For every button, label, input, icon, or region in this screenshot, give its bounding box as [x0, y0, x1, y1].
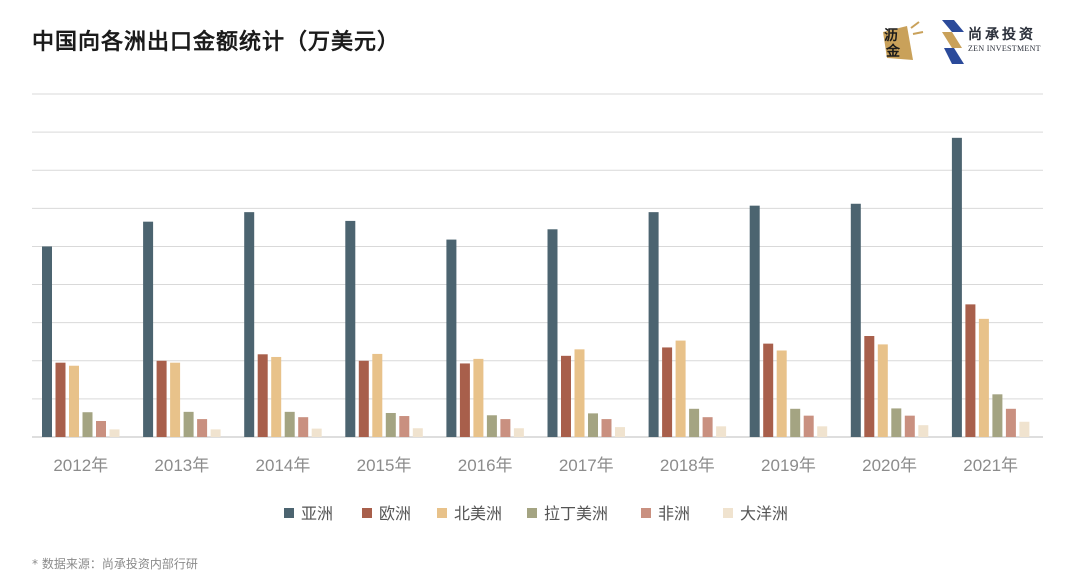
bar-2017年-拉丁美洲 [588, 413, 598, 437]
bar-2012年-北美洲 [69, 365, 79, 437]
bar-2016年-欧洲 [459, 363, 470, 437]
bar-2019年-大洋洲 [817, 426, 828, 437]
x-tick-label: 2020年 [862, 456, 917, 475]
x-tick-label: 2013年 [154, 456, 209, 475]
bar-2014年-拉丁美洲 [284, 411, 295, 437]
li-jin-logo: 沥 金 [877, 18, 927, 64]
bar-2021年-非洲 [1005, 408, 1016, 437]
zen-logo-cn: 尚承投资 [968, 27, 1036, 43]
bar-2016年-大洋洲 [513, 428, 524, 437]
legend-label: 亚洲 [301, 504, 333, 523]
bar-2016年-拉丁美洲 [486, 415, 497, 437]
li-jin-logo-char-1: 沥 [884, 28, 898, 44]
bar-2012年-欧洲 [55, 362, 66, 437]
x-tick-label: 2019年 [761, 456, 816, 475]
bar-2017年-非洲 [601, 419, 612, 437]
chart-legend: 亚洲 欧洲 北美洲 拉丁美洲 非洲 大洋洲 [284, 504, 788, 523]
bar-2021年-欧洲 [965, 304, 976, 437]
bar-2020年-亚洲 [850, 203, 861, 437]
bar-2017年-欧洲 [561, 355, 571, 437]
bar-2015年-大洋洲 [412, 428, 423, 437]
bar-2016年-亚洲 [446, 239, 457, 437]
bar-2013年-亚洲 [143, 221, 154, 437]
legend-label: 拉丁美洲 [544, 504, 608, 523]
page-title: 中国向各洲出口金额统计（万美元） [32, 30, 401, 55]
bar-2018年-北美洲 [675, 340, 686, 437]
bar-2014年-北美洲 [271, 356, 282, 437]
bar-2015年-欧洲 [358, 360, 369, 437]
x-tick-label: 2014年 [256, 456, 311, 475]
bar-2020年-非洲 [904, 415, 915, 437]
x-tick-label: 2016年 [458, 456, 513, 475]
legend-label: 大洋洲 [740, 504, 788, 523]
bar-2021年-拉丁美洲 [992, 394, 1003, 437]
x-tick-label: 2021年 [963, 456, 1018, 475]
legend-label: 北美洲 [454, 504, 502, 523]
bar-2019年-拉丁美洲 [790, 408, 801, 437]
bar-2019年-非洲 [803, 415, 814, 437]
bar-2014年-大洋洲 [311, 428, 322, 437]
legend-swatch-非洲 [641, 508, 651, 518]
legend-swatch-大洋洲 [723, 508, 733, 518]
bar-2018年-拉丁美洲 [689, 408, 700, 437]
bar-2015年-亚洲 [345, 220, 356, 437]
x-axis-labels: 2012年 2013年 2014年 2015年 2016年 2017年 2018年 2019年… [53, 456, 1018, 475]
bar-2018年-欧洲 [662, 347, 673, 437]
bar-2012年-大洋洲 [109, 429, 120, 437]
legend-label: 非洲 [658, 504, 690, 523]
bar-2012年-拉丁美洲 [82, 412, 93, 437]
legend-label: 欧洲 [379, 504, 411, 523]
bar-2017年-北美洲 [574, 349, 585, 437]
bar-2012年-亚洲 [42, 246, 52, 437]
chart-gridlines [32, 93, 1043, 438]
bar-2019年-欧洲 [763, 343, 774, 437]
x-tick-label: 2015年 [357, 456, 412, 475]
chart-bars [42, 137, 1030, 438]
bar-2015年-拉丁美洲 [385, 412, 396, 437]
bar-2016年-北美洲 [473, 358, 484, 437]
bar-2015年-非洲 [399, 416, 410, 437]
bar-2018年-亚洲 [648, 212, 659, 437]
bar-2016年-非洲 [500, 419, 511, 437]
x-tick-label: 2012年 [53, 456, 108, 475]
bar-2018年-大洋洲 [716, 426, 727, 437]
bar-2013年-大洋洲 [210, 429, 221, 437]
bar-2019年-北美洲 [776, 350, 787, 437]
legend-swatch-拉丁美洲 [527, 508, 537, 518]
legend-swatch-欧洲 [362, 508, 372, 518]
bar-2019年-亚洲 [749, 205, 760, 437]
legend-swatch-北美洲 [437, 508, 447, 518]
bar-2020年-大洋洲 [918, 425, 929, 437]
bar-2013年-北美洲 [170, 362, 181, 437]
zen-investment-logo: 尚承投资 ZEN INVESTMENT [940, 18, 1050, 66]
bar-2013年-欧洲 [156, 360, 167, 437]
bar-2021年-北美洲 [978, 318, 989, 437]
bar-2014年-欧洲 [257, 354, 268, 437]
bar-2013年-非洲 [197, 419, 208, 437]
bar-2015年-北美洲 [372, 353, 383, 437]
legend-swatch-亚洲 [284, 508, 294, 518]
x-tick-label: 2017年 [559, 456, 614, 475]
data-source-note: * 数据来源：尚承投资内部行研 [32, 557, 198, 571]
bar-2020年-北美洲 [877, 344, 888, 437]
bar-2017年-亚洲 [547, 229, 558, 437]
bar-2020年-拉丁美洲 [891, 408, 902, 437]
bar-2012年-非洲 [96, 420, 106, 437]
x-tick-label: 2018年 [660, 456, 715, 475]
bar-2020年-欧洲 [864, 336, 875, 437]
bar-2013年-拉丁美洲 [183, 411, 194, 437]
bar-2014年-亚洲 [244, 212, 255, 437]
bar-2021年-大洋洲 [1019, 421, 1030, 437]
bar-2017年-大洋洲 [615, 427, 625, 437]
zen-logo-en: ZEN INVESTMENT [968, 44, 1041, 53]
bar-2014年-非洲 [298, 417, 309, 437]
bar-2021年-亚洲 [951, 137, 962, 438]
bar-2018年-非洲 [702, 417, 713, 437]
li-jin-logo-char-2: 金 [885, 43, 901, 60]
